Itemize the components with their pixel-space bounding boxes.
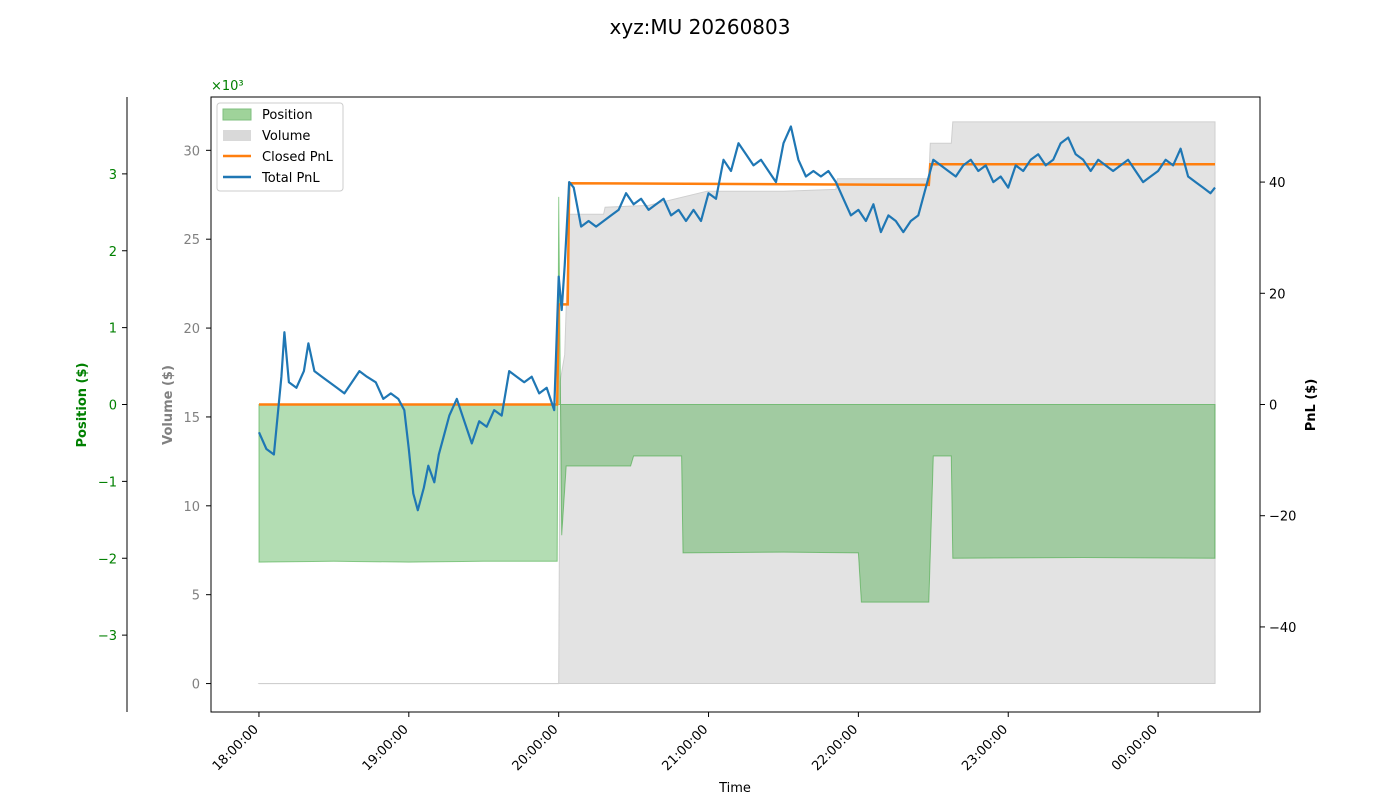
position-tick-label: 1 bbox=[109, 322, 117, 337]
x-tick-label: 19:00:00 bbox=[360, 722, 412, 774]
legend: Position Volume Closed PnL Total PnL bbox=[216, 102, 344, 192]
position-tick-label: 2 bbox=[109, 245, 117, 260]
pnl-tick-label: 0 bbox=[1269, 399, 1277, 414]
pnl-axis-label: PnL ($) bbox=[1304, 379, 1319, 432]
x-axis-label: Time bbox=[718, 781, 751, 796]
volume-area bbox=[257, 121, 1216, 685]
pnl-tick-label: 20 bbox=[1269, 287, 1286, 302]
x-tick-label: 23:00:00 bbox=[959, 722, 1011, 774]
plot-area bbox=[257, 121, 1216, 685]
x-tick-label: 00:00:00 bbox=[1109, 722, 1161, 774]
volume-tick-label: 20 bbox=[183, 322, 200, 337]
position-tick-label: −2 bbox=[98, 552, 117, 567]
pnl-tick-label: −40 bbox=[1269, 621, 1296, 636]
volume-axis-label: Volume ($) bbox=[161, 365, 176, 445]
volume-tick-label: 15 bbox=[183, 411, 200, 426]
position-area bbox=[258, 196, 1216, 603]
position-tick-label: −3 bbox=[98, 629, 117, 644]
position-tick-label: 3 bbox=[109, 168, 117, 183]
legend-position-label: Position bbox=[262, 108, 313, 123]
volume-tick-label: 5 bbox=[192, 589, 200, 604]
pnl-tick-label: 40 bbox=[1269, 176, 1286, 191]
legend-total-pnl-label: Total PnL bbox=[261, 171, 320, 186]
volume-tick-label: 30 bbox=[183, 144, 200, 159]
position-tick-label: −1 bbox=[98, 475, 117, 490]
legend-closed-pnl-label: Closed PnL bbox=[262, 150, 334, 165]
x-tick-label: 20:00:00 bbox=[510, 722, 562, 774]
position-tick-label: 0 bbox=[109, 399, 117, 414]
position-axis-label: Position ($) bbox=[75, 363, 90, 448]
x-tick-label: 22:00:00 bbox=[809, 722, 861, 774]
pnl-tick-label: −20 bbox=[1269, 510, 1296, 525]
x-tick-label: 21:00:00 bbox=[659, 722, 711, 774]
volume-tick-label: 10 bbox=[183, 500, 200, 515]
legend-volume-swatch bbox=[223, 130, 251, 141]
legend-position-swatch bbox=[222, 108, 252, 121]
volume-tick-label: 0 bbox=[192, 678, 200, 693]
legend-volume-label: Volume bbox=[262, 129, 310, 144]
legend-box bbox=[216, 102, 344, 192]
total-pnl-line bbox=[257, 125, 1216, 512]
x-tick-label: 18:00:00 bbox=[210, 722, 262, 774]
chart-title: xyz:MU 20260803 bbox=[610, 15, 791, 39]
position-multiplier-label: ×10³ bbox=[211, 79, 244, 94]
volume-tick-label: 25 bbox=[183, 233, 200, 248]
